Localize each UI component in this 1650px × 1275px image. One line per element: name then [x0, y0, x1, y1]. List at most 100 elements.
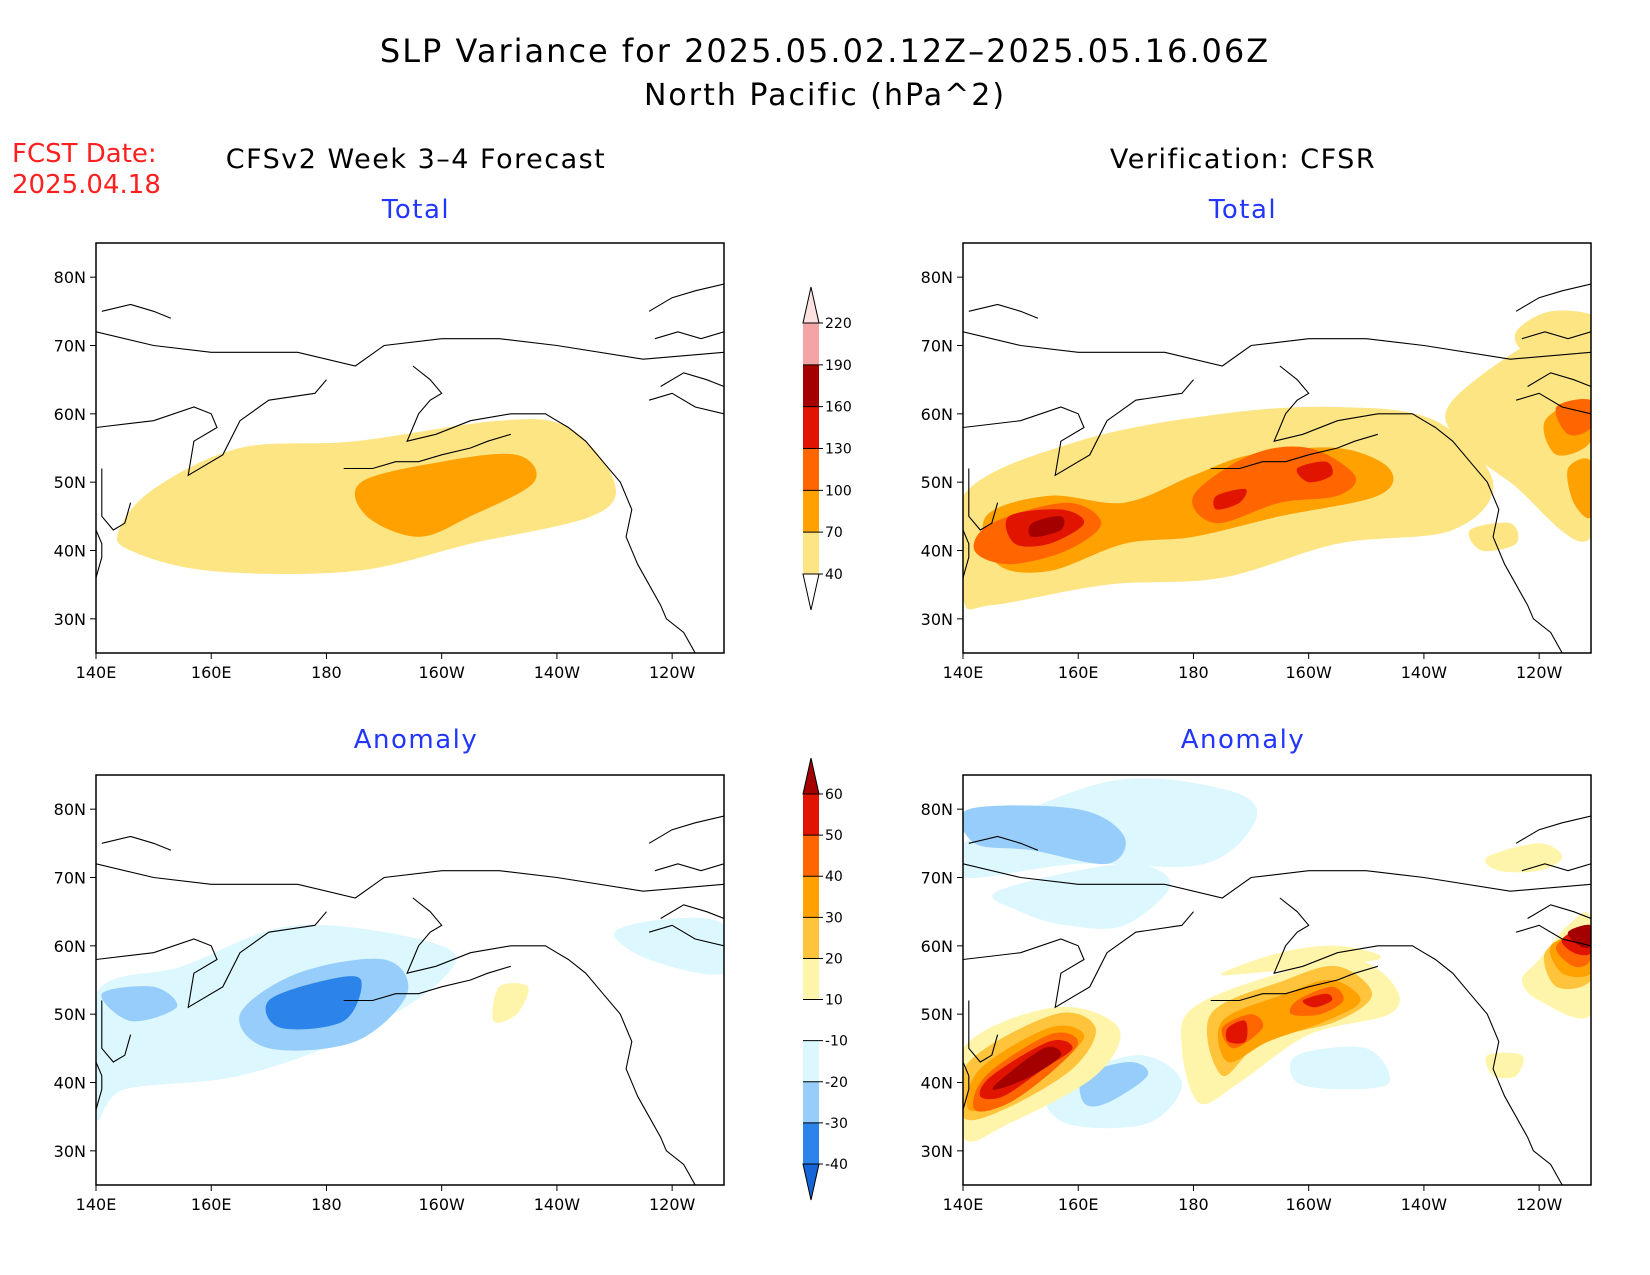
colorbar-label: 30	[825, 910, 843, 926]
lon-label: 160W	[1286, 1195, 1333, 1214]
colorbar-segment	[803, 1081, 819, 1123]
coastline	[1515, 392, 1591, 415]
lon-label: 180	[311, 663, 342, 682]
lat-label: 70N	[54, 869, 86, 888]
lat-label: 70N	[921, 869, 953, 888]
fcst-date-value: 2025.04.18	[12, 170, 161, 200]
lon-label: 120W	[1516, 663, 1563, 682]
coastline	[1273, 365, 1574, 653]
lon-label: 140E	[76, 1195, 117, 1214]
lat-label: 60N	[54, 937, 86, 956]
lat-label: 70N	[54, 337, 86, 356]
main-title: SLP Variance for 2025.05.02.12Z–2025.05.…	[380, 32, 1270, 70]
colorbar-segment	[803, 794, 819, 836]
lon-label: 140W	[1401, 663, 1448, 682]
coastline	[1527, 904, 1591, 920]
lon-label: 140W	[534, 1195, 581, 1214]
contour-level-130	[1296, 461, 1333, 483]
colorbar-segment	[802, 1163, 820, 1201]
coastline	[96, 1061, 103, 1110]
map-panel-verification-total: 30N 40N 50N 60N 70N 80N 140E 160E 180 160W 140W 120…	[921, 242, 1592, 682]
contour-level-40	[1445, 322, 1591, 542]
colorbar-segment	[803, 1040, 819, 1082]
lon-label: 160W	[419, 663, 466, 682]
coastline	[654, 863, 724, 872]
coastline	[1515, 283, 1591, 312]
lat-label: 60N	[54, 405, 86, 424]
contour-level-neg10	[992, 863, 1171, 929]
contour-level-70	[1567, 458, 1591, 519]
coastline	[968, 835, 1039, 851]
coastline	[101, 1000, 132, 1063]
lat-label: 50N	[54, 473, 86, 492]
coastline	[406, 897, 707, 1185]
colorbar-segment	[803, 406, 819, 449]
colorbar-label: 100	[825, 483, 852, 499]
colorbar-label: 220	[825, 316, 852, 332]
lat-label: 80N	[54, 268, 86, 287]
colorbar-label: 20	[825, 951, 843, 967]
lon-label: 180	[1178, 1195, 1209, 1214]
lon-label: 140W	[1401, 1195, 1448, 1214]
lon-label: 180	[311, 1195, 342, 1214]
colorbar-anomaly: -40 -30 -20 -10 10 20 30 40 50 60	[802, 757, 848, 1201]
coastline	[406, 365, 707, 653]
colorbar-segment	[803, 323, 819, 365]
coastline	[1210, 965, 1378, 1002]
panel-title-verification-anomaly: Anomaly	[1181, 725, 1306, 755]
lat-label: 80N	[54, 800, 86, 819]
contour-level-60	[1567, 924, 1591, 948]
main-subtitle: North Pacific (hPa^2)	[644, 78, 1006, 113]
lon-label: 160W	[1286, 663, 1333, 682]
coastline	[968, 303, 1039, 319]
colorbar-label: 40	[825, 869, 843, 885]
contour-level-neg20	[963, 805, 1126, 865]
coastline	[1515, 815, 1591, 844]
lat-label: 50N	[54, 1005, 86, 1024]
map-frame	[962, 242, 1592, 654]
coastline	[963, 379, 1194, 477]
colorbar-segment	[803, 1122, 819, 1164]
map-panel-verification-anomaly: 30N 40N 50N 60N 70N 80N 140E 160E 180 160W 140W 120…	[921, 774, 1592, 1214]
coastline	[963, 863, 1591, 899]
lat-label: 30N	[921, 1142, 953, 1161]
lat-label: 30N	[921, 610, 953, 629]
lat-label: 80N	[921, 268, 953, 287]
colorbar-segment	[803, 999, 819, 1041]
map-frame	[95, 774, 725, 1186]
contour-level-100	[1555, 399, 1591, 436]
contour-level-10	[1485, 843, 1563, 873]
lat-label: 40N	[921, 1074, 953, 1093]
coastline	[96, 529, 103, 578]
colorbar-label: 130	[825, 442, 852, 458]
contour-level-neg10	[614, 917, 724, 975]
colorbar-segment	[803, 448, 819, 491]
coastline	[660, 904, 724, 920]
colorbar-segment	[802, 573, 820, 611]
coastline	[963, 529, 970, 578]
colorbar-label: -40	[825, 1157, 848, 1173]
contour-level-60	[992, 1046, 1062, 1090]
map-frame	[962, 774, 1592, 1186]
lat-label: 60N	[921, 937, 953, 956]
coastline	[968, 468, 999, 531]
contour-level-160	[1028, 516, 1065, 537]
lon-label: 180	[1178, 663, 1209, 682]
lon-label: 120W	[649, 1195, 696, 1214]
coastline	[1521, 331, 1591, 340]
contour-level-50	[1225, 1020, 1248, 1044]
coastline	[1527, 372, 1591, 388]
colorbar-label: -30	[825, 1116, 848, 1132]
colorbar-label: 60	[825, 787, 843, 803]
lon-label: 160E	[191, 1195, 232, 1214]
lon-label: 160E	[1058, 1195, 1099, 1214]
coastline	[96, 911, 327, 1009]
coastline	[343, 433, 511, 470]
coastline	[648, 924, 724, 947]
lat-label: 40N	[54, 1074, 86, 1093]
colorbar-segment	[803, 364, 819, 407]
lat-label: 60N	[921, 405, 953, 424]
coastline	[96, 863, 724, 899]
lon-label: 160E	[1058, 663, 1099, 682]
lat-label: 80N	[921, 800, 953, 819]
